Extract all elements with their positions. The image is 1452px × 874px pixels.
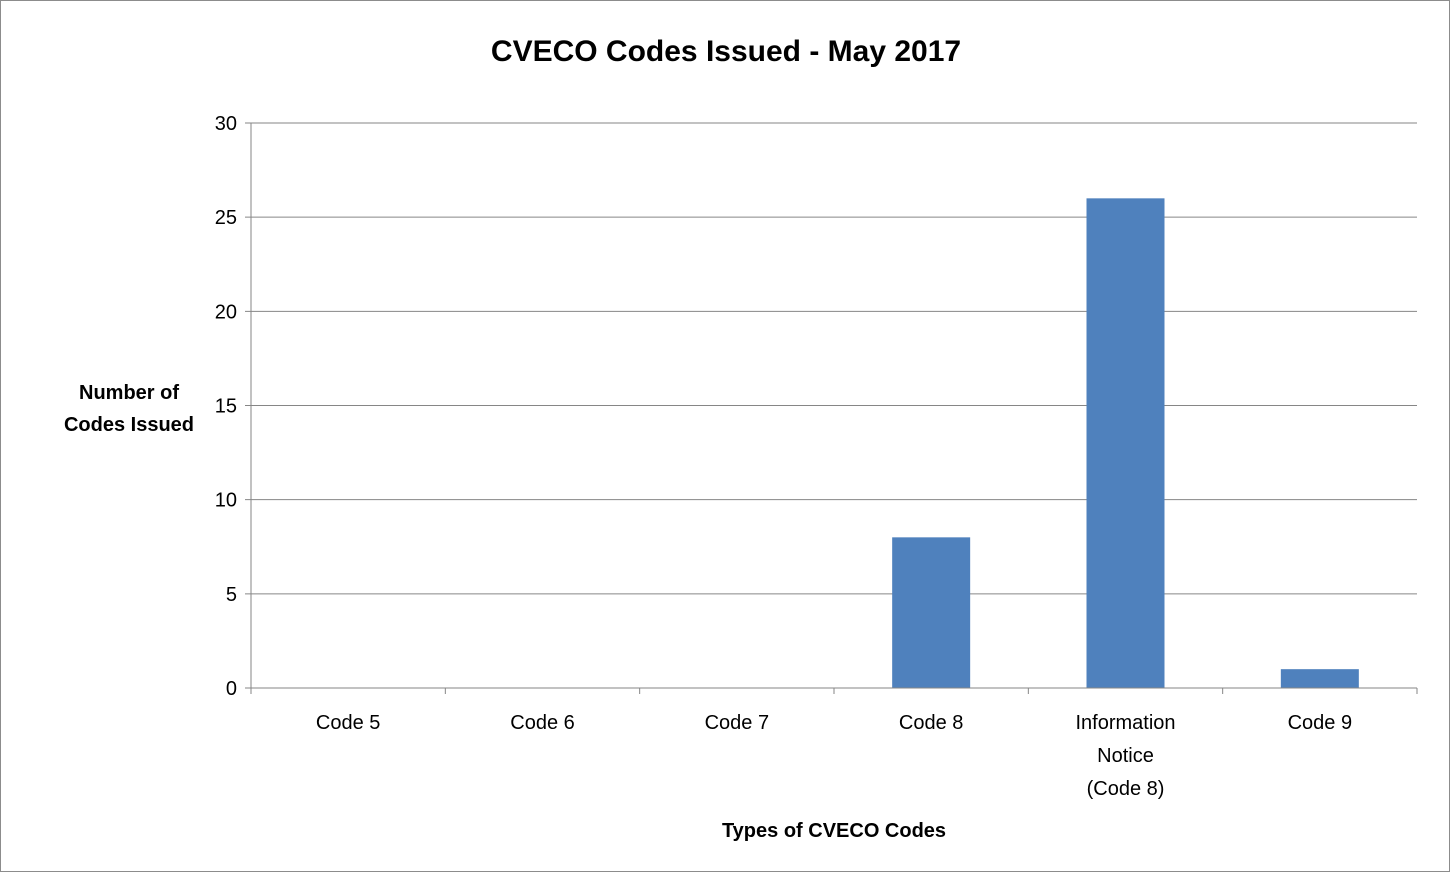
y-tick-label: 20 (215, 301, 237, 323)
x-tick-label: Code 7 (705, 712, 770, 734)
bars (892, 198, 1359, 689)
bar (1086, 198, 1165, 689)
x-tick-label: Information Notice (Code 8) (1075, 712, 1175, 800)
x-axis-title: Types of CVECO Codes (722, 820, 946, 842)
x-tick-label: Code 8 (899, 712, 964, 734)
y-tick-labels: 0 5 10 15 20 25 30 (215, 113, 237, 700)
y-tick-label: 0 (226, 678, 237, 700)
y-tick-label: 10 (215, 490, 237, 512)
chart-title: CVECO Codes Issued - May 2017 (491, 35, 961, 68)
x-tick-label: Code 5 (316, 712, 381, 734)
y-tick-label: 15 (215, 396, 237, 418)
bar (1280, 669, 1359, 688)
axes (245, 123, 1418, 694)
x-tick-label: Code 9 (1288, 712, 1353, 734)
bar (892, 537, 971, 688)
y-tick-label: 30 (215, 113, 237, 135)
y-tick-label: 25 (215, 207, 237, 229)
y-axis-title: Number of Codes Issued (64, 382, 194, 436)
gridlines (245, 122, 1417, 595)
x-tick-label: Code 6 (510, 712, 575, 734)
y-tick-label: 5 (226, 584, 237, 606)
x-tick-labels: Code 5 Code 6 Code 7 Code 8 Information Notic… (316, 712, 1352, 800)
